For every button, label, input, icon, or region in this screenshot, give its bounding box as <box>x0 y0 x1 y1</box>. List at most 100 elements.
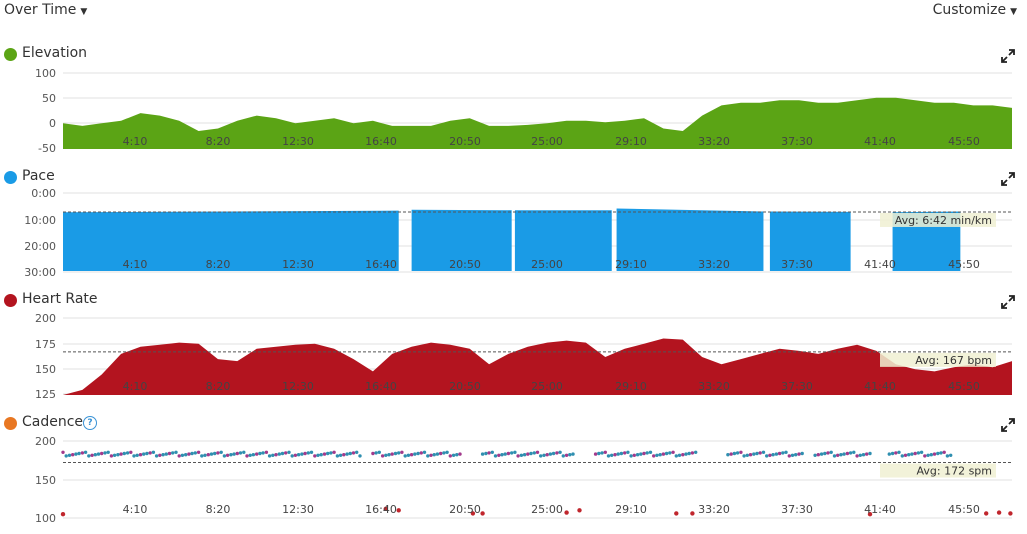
cadence-point <box>280 451 285 456</box>
help-icon[interactable]: ? <box>83 416 97 430</box>
view-dropdown[interactable]: Over Time ▼ <box>4 2 87 18</box>
x-tick-label: 20:50 <box>449 380 481 393</box>
y-tick-label: 20:00 <box>24 240 56 253</box>
cadence-point <box>374 451 378 455</box>
x-tick-label: 8:20 <box>206 258 231 271</box>
cadence-point <box>213 451 217 456</box>
cadence-point <box>555 451 559 455</box>
cadence-point <box>309 450 314 454</box>
cadence-point <box>232 452 236 456</box>
y-tick-label: 125 <box>35 388 56 401</box>
cadence-point <box>768 453 772 457</box>
x-tick-label: 4:10 <box>123 380 148 393</box>
cadence-point <box>658 453 662 457</box>
x-tick-label: 20:50 <box>449 258 481 271</box>
cadence-point <box>174 450 178 454</box>
cadence-point <box>251 453 256 457</box>
cadence-point <box>355 450 359 454</box>
cadence-point <box>109 454 114 458</box>
cadence-point <box>422 450 427 454</box>
cadence-point <box>942 450 946 454</box>
cadence-point <box>455 453 459 457</box>
cadence-point <box>448 454 452 458</box>
cadence-point <box>694 450 698 454</box>
cadence-point <box>910 452 914 456</box>
x-tick-label: 45:50 <box>948 380 980 393</box>
cadence-point <box>674 454 678 458</box>
cadence-point <box>390 452 394 456</box>
x-tick-label: 8:20 <box>206 135 231 148</box>
cadence-point <box>674 511 679 516</box>
x-tick-label: 25:00 <box>531 135 563 148</box>
cadence-point <box>209 452 214 456</box>
x-tick-label: 41:40 <box>864 380 896 393</box>
cadence-point <box>823 451 827 456</box>
cadence-chart: 200 150 100 Avg: 172 spm 4:10 8:20 12:30 16:40 2… <box>35 435 1013 525</box>
cadence-point <box>384 453 388 457</box>
cadence-point <box>413 452 417 456</box>
x-tick-label: 16:40 <box>365 135 397 148</box>
x-tick-label: 33:20 <box>698 380 730 393</box>
cadence-point <box>506 451 511 456</box>
x-tick-label: 16:40 <box>365 503 397 516</box>
cadence-point <box>303 451 307 456</box>
average-label: Avg: 172 spm <box>917 465 993 478</box>
cadence-point <box>936 451 940 456</box>
cadence-point <box>148 451 152 455</box>
cadence-point <box>71 453 75 457</box>
x-tick-label: 37:30 <box>781 380 813 393</box>
pace-section: Pace 0:00 10:00 20:00 30:00 Avg: 6:42 min/km 4… <box>0 167 1027 279</box>
expand-icon[interactable] <box>1001 48 1015 63</box>
cadence-point <box>225 453 230 457</box>
cadence-point <box>129 450 133 454</box>
customize-dropdown[interactable]: Customize ▼ <box>933 2 1017 18</box>
cadence-point <box>184 453 188 457</box>
cadence-point <box>377 450 381 454</box>
cadence-point <box>103 451 107 455</box>
cadence-point <box>545 453 549 457</box>
cadence-point <box>167 451 172 456</box>
cadence-point <box>794 453 798 457</box>
cadence-point <box>116 453 120 457</box>
cadence-point <box>852 450 856 454</box>
cadence-point <box>106 450 110 454</box>
cadence-point <box>83 450 88 454</box>
cadence-point <box>593 452 598 456</box>
cadence-point <box>154 454 159 458</box>
cadence-point <box>487 451 491 455</box>
cadence-point <box>271 453 275 457</box>
cadence-point <box>290 454 294 458</box>
cadence-point <box>196 450 201 454</box>
cadence-point <box>777 451 782 456</box>
cadence-point <box>661 452 666 456</box>
expand-icon[interactable] <box>1001 171 1015 186</box>
cadence-point <box>548 452 553 456</box>
caret-down-icon: ▼ <box>80 7 88 17</box>
expand-icon[interactable] <box>1001 417 1015 432</box>
cadence-point <box>112 453 117 457</box>
cadence-point <box>771 453 775 457</box>
caret-down-icon: ▼ <box>1010 7 1017 17</box>
cadence-point <box>761 450 766 454</box>
x-tick-label: 16:40 <box>365 380 397 393</box>
pace-chart: 0:00 10:00 20:00 30:00 Avg: 6:42 min/km 4:10 8… <box>24 187 1012 279</box>
cadence-point <box>690 451 695 455</box>
expand-icon[interactable] <box>1001 294 1015 309</box>
cadence-point <box>96 452 101 456</box>
cadence-point <box>839 453 843 457</box>
cadence-point <box>903 453 908 457</box>
cadence-point <box>836 453 840 457</box>
cadence-point <box>351 451 356 455</box>
cadence-point <box>855 454 859 458</box>
cadence-point <box>932 452 937 456</box>
cadence-point <box>419 451 423 455</box>
elevation-chart: 100 50 0 -50 4:10 8:20 12:30 16:40 20:50 25:00 29:… <box>35 67 1012 155</box>
cadence-point <box>322 452 327 456</box>
cadence-point <box>655 453 659 457</box>
cadence-point <box>439 451 443 456</box>
y-tick-label: 150 <box>35 474 56 487</box>
cadence-point <box>513 450 517 454</box>
x-tick-label: 33:20 <box>698 503 730 516</box>
cadence-point <box>790 453 795 457</box>
cadence-point <box>826 451 830 455</box>
